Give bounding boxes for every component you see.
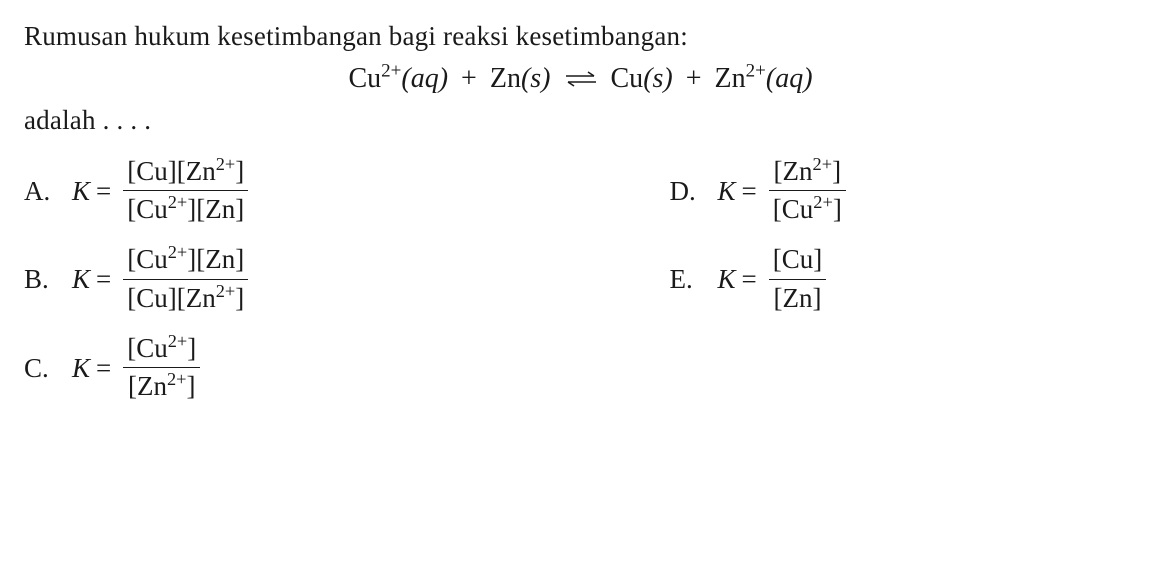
k-symbol: K — [72, 350, 90, 386]
numerator: [Cu][Zn2+] — [123, 155, 248, 189]
option-letter: A. — [24, 173, 72, 209]
equals-sign: = — [96, 350, 111, 386]
option-b: B. K = [Cu2+][Zn] [Cu][Zn2+] — [24, 243, 670, 316]
equilibrium-arrows-icon — [564, 71, 598, 91]
question-line-1: Rumusan hukum kesetimbangan bagi reaksi … — [24, 18, 1137, 54]
option-d: D. K = [Zn2+] [Cu2+] — [670, 155, 1137, 228]
species-zn-solid: Zn(s) — [490, 63, 558, 94]
fraction: [Cu][Zn2+] [Cu2+][Zn] — [123, 155, 248, 228]
numerator: [Zn2+] — [770, 155, 846, 189]
option-letter: C. — [24, 350, 72, 386]
species-cu2plus: Cu2+(aq) — [348, 63, 455, 94]
option-letter: D. — [670, 173, 718, 209]
fraction: [Cu] [Zn] — [769, 243, 827, 316]
numerator: [Cu2+][Zn] — [123, 243, 248, 277]
fraction: [Zn2+] [Cu2+] — [769, 155, 846, 228]
species-cu-solid: Cu(s) — [611, 63, 680, 94]
plus-sign-2: + — [686, 63, 702, 94]
option-letter: B. — [24, 261, 72, 297]
species-zn2plus: Zn2+(aq) — [715, 63, 813, 94]
option-e: E. K = [Cu] [Zn] — [670, 243, 1137, 316]
equals-sign: = — [96, 261, 111, 297]
denominator: [Zn2+] — [124, 370, 200, 404]
option-c: C. K = [Cu2+] [Zn2+] — [24, 332, 670, 405]
question-lead-out: adalah . . . . — [24, 102, 1137, 138]
options-container: A. K = [Cu][Zn2+] [Cu2+][Zn] B. K = [Cu2… — [24, 147, 1137, 413]
numerator: [Cu] — [769, 243, 827, 277]
options-column-left: A. K = [Cu][Zn2+] [Cu2+][Zn] B. K = [Cu2… — [24, 147, 670, 413]
equals-sign: = — [742, 261, 757, 297]
denominator: [Zn] — [770, 282, 826, 316]
denominator: [Cu2+] — [769, 193, 846, 227]
k-symbol: K — [718, 261, 736, 297]
k-symbol: K — [72, 261, 90, 297]
fraction: [Cu2+][Zn] [Cu][Zn2+] — [123, 243, 248, 316]
fraction: [Cu2+] [Zn2+] — [123, 332, 200, 405]
equals-sign: = — [742, 173, 757, 209]
k-symbol: K — [72, 173, 90, 209]
denominator: [Cu][Zn2+] — [123, 282, 248, 316]
numerator: [Cu2+] — [123, 332, 200, 366]
option-a: A. K = [Cu][Zn2+] [Cu2+][Zn] — [24, 155, 670, 228]
denominator: [Cu2+][Zn] — [123, 193, 248, 227]
options-column-right: D. K = [Zn2+] [Cu2+] E. K = [Cu] [Zn] — [670, 147, 1137, 413]
option-letter: E. — [670, 261, 718, 297]
plus-sign: + — [461, 63, 477, 94]
equals-sign: = — [96, 173, 111, 209]
k-symbol: K — [718, 173, 736, 209]
equilibrium-equation: Cu2+(aq) + Zn(s) Cu(s) + Zn2+(aq) — [24, 60, 1137, 98]
